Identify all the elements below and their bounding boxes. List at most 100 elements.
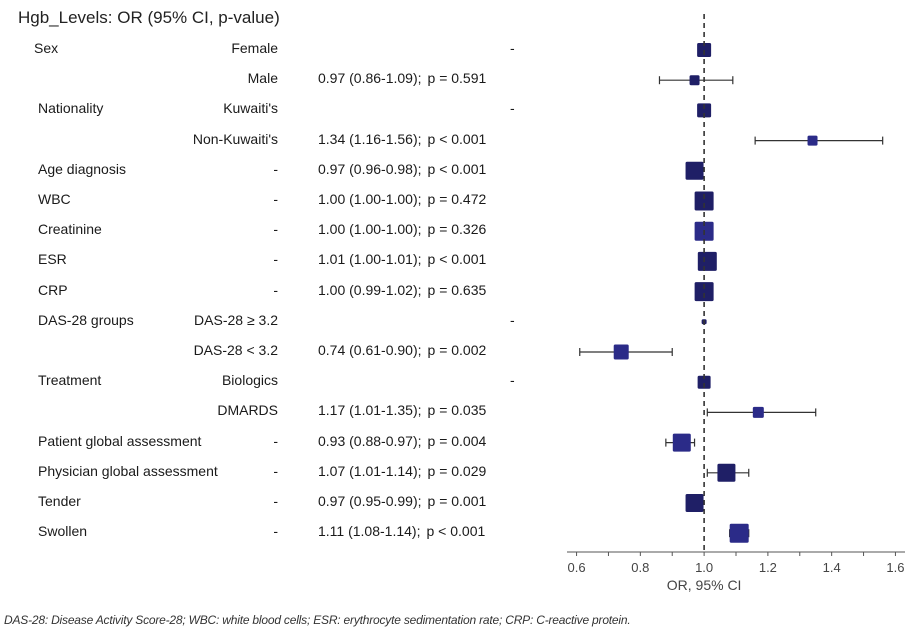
or-ci-text: 0.93 (0.88-0.97); xyxy=(318,432,422,449)
or-ci-text: 0.97 (0.96-0.98); xyxy=(318,160,422,177)
p-value-text: p < 0.001 xyxy=(426,523,486,540)
level-label: - xyxy=(273,523,278,540)
p-value-text: p = 0.472 xyxy=(427,191,487,207)
estimate-text: - xyxy=(510,312,515,328)
table-row: CRP - 1.00 (0.99-1.02); p = 0.635 xyxy=(0,282,560,312)
estimate-text: 1.00 (1.00-1.00); p = 0.326 xyxy=(318,221,486,237)
variable-label: Nationality xyxy=(38,100,104,117)
variable-label: Creatinine xyxy=(38,221,102,238)
variable-label: Age diagnosis xyxy=(38,160,126,177)
level-label: - xyxy=(273,221,278,238)
or-marker xyxy=(694,282,714,302)
variable-label: Treatment xyxy=(38,372,102,389)
variable-label: Tender xyxy=(38,493,81,509)
p-value-text: p = 0.635 xyxy=(427,281,487,298)
p-value-text: p < 0.001 xyxy=(427,251,487,268)
table-row: Tender - 0.97 (0.95-0.99); p = 0.001 xyxy=(0,493,560,523)
x-tick-label: 0.8 xyxy=(631,560,649,575)
variable-label: DAS-28 groups xyxy=(38,311,134,328)
estimate-text: - xyxy=(510,100,515,116)
level-label: - xyxy=(273,432,278,449)
table-row: Age diagnosis - 0.97 (0.96-0.98); p < 0.001 xyxy=(0,161,560,191)
x-tick-label: 1.6 xyxy=(886,560,904,575)
table-row: DMARDS 1.17 (1.01-1.35); p = 0.035 xyxy=(0,402,560,432)
estimate-text: 0.97 (0.96-0.98); p < 0.001 xyxy=(318,161,486,177)
or-marker xyxy=(613,344,629,360)
level-label: Female xyxy=(231,40,278,56)
estimate-text: 1.00 (0.99-1.02); p = 0.635 xyxy=(318,282,486,298)
or-ci-text: 1.00 (0.99-1.02); xyxy=(318,281,422,298)
p-value-text: p = 0.004 xyxy=(427,432,487,449)
or-marker xyxy=(689,75,700,86)
level-label: - xyxy=(273,281,278,298)
table-row: Male 0.97 (0.86-1.09); p = 0.591 xyxy=(0,70,560,100)
p-value-text: p = 0.326 xyxy=(427,221,487,238)
or-marker xyxy=(685,494,704,512)
estimate-text: - xyxy=(510,372,515,388)
estimate-text: 0.97 (0.95-0.99); p = 0.001 xyxy=(318,493,486,509)
or-ci-text: 0.74 (0.61-0.90); xyxy=(318,342,422,358)
level-label: Male xyxy=(247,70,278,87)
or-ci-text: 1.01 (1.00-1.01); xyxy=(318,251,422,268)
table-row: DAS-28 groups DAS-28 ≥ 3.2 - xyxy=(0,312,560,342)
p-value-text: p = 0.029 xyxy=(427,462,487,479)
level-label: - xyxy=(273,160,278,177)
variable-label: Swollen xyxy=(38,523,88,540)
p-value-text: p = 0.035 xyxy=(427,402,487,419)
p-value-text: p < 0.001 xyxy=(427,130,487,147)
level-label: - xyxy=(273,251,278,268)
variable-label: CRP xyxy=(38,281,68,298)
estimate-text: 1.11 (1.08-1.14); p < 0.001 xyxy=(318,523,485,539)
or-ci-text: 1.34 (1.16-1.56); xyxy=(318,130,422,147)
level-label: Biologics xyxy=(221,372,278,389)
table-row: Non-Kuwaiti's 1.34 (1.16-1.56); p < 0.001 xyxy=(0,131,560,161)
estimate-text: 1.00 (1.00-1.00); p = 0.472 xyxy=(318,191,486,207)
or-ci-text: - xyxy=(510,311,515,328)
or-ci-text: - xyxy=(510,100,515,117)
level-label: DAS-28 ≥ 3.2 xyxy=(194,311,278,328)
level-label: Non-Kuwaiti's xyxy=(192,130,278,147)
table-row: WBC - 1.00 (1.00-1.00); p = 0.472 xyxy=(0,191,560,221)
or-marker xyxy=(694,191,714,211)
level-label: - xyxy=(273,462,278,479)
table-row: Sex Female - xyxy=(0,40,560,70)
p-value-text: p = 0.591 xyxy=(427,70,487,87)
or-marker xyxy=(752,406,764,418)
estimate-text: 0.97 (0.86-1.09); p = 0.591 xyxy=(318,70,486,86)
table-row: Swollen - 1.11 (1.08-1.14); p < 0.001 xyxy=(0,523,560,553)
or-ci-text: 0.97 (0.86-1.09); xyxy=(318,70,422,87)
table-row: Creatinine - 1.00 (1.00-1.00); p = 0.326 xyxy=(0,221,560,251)
table-row: Patient global assessment - 0.93 (0.88-0.9… xyxy=(0,433,560,463)
or-ci-text: 0.97 (0.95-0.99); xyxy=(318,493,422,509)
level-label: - xyxy=(273,493,278,509)
level-label: DAS-28 < 3.2 xyxy=(193,342,278,358)
table-row: DAS-28 < 3.2 0.74 (0.61-0.90); p = 0.002 xyxy=(0,342,560,372)
table-row: Nationality Kuwaiti's - xyxy=(0,100,560,130)
or-ci-text: 1.07 (1.01-1.14); xyxy=(318,462,422,479)
p-value-text: p < 0.001 xyxy=(427,160,487,177)
estimate-text: - xyxy=(510,40,515,56)
figure-caption: DAS-28: Disease Activity Score-28; WBC: … xyxy=(4,613,631,627)
p-value-text: p = 0.001 xyxy=(427,493,487,509)
or-marker xyxy=(807,135,818,146)
x-tick-label: 1.0 xyxy=(695,560,713,575)
x-axis-label: OR, 95% CI xyxy=(667,577,742,593)
variable-label: Patient global assessment xyxy=(38,432,202,449)
variable-label: ESR xyxy=(38,251,67,268)
estimate-text: 1.07 (1.01-1.14); p = 0.029 xyxy=(318,463,486,479)
estimate-text: 1.17 (1.01-1.35); p = 0.035 xyxy=(318,402,486,418)
variable-label: WBC xyxy=(38,191,71,207)
p-value-text: p = 0.002 xyxy=(427,342,487,358)
or-marker xyxy=(697,103,712,118)
table-row: Physician global assessment - 1.07 (1.01-1… xyxy=(0,463,560,493)
estimate-text: 1.01 (1.00-1.01); p < 0.001 xyxy=(318,251,486,267)
or-ci-text: 1.00 (1.00-1.00); xyxy=(318,221,422,238)
table-row: ESR - 1.01 (1.00-1.01); p < 0.001 xyxy=(0,251,560,281)
x-tick-label: 0.6 xyxy=(568,560,586,575)
or-marker xyxy=(685,161,704,180)
estimate-text: 0.74 (0.61-0.90); p = 0.002 xyxy=(318,342,486,358)
or-marker xyxy=(717,463,736,482)
level-label: - xyxy=(273,191,278,207)
level-label: Kuwaiti's xyxy=(223,100,278,117)
or-marker xyxy=(697,251,717,271)
